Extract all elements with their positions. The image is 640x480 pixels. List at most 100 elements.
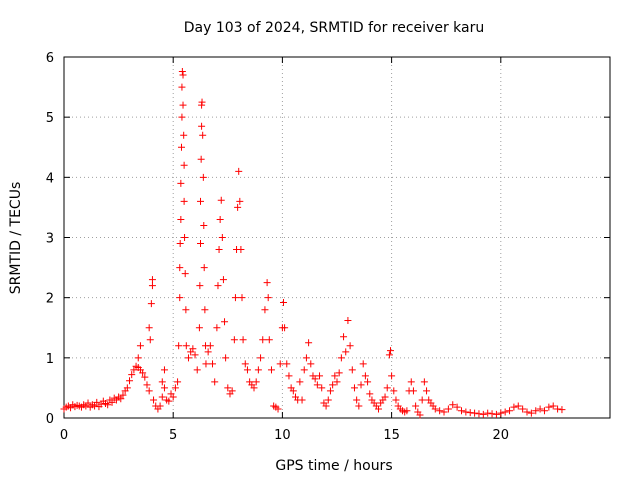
x-tick-label: 5 bbox=[169, 428, 177, 443]
data-point bbox=[215, 246, 223, 254]
data-point bbox=[93, 398, 101, 406]
data-point bbox=[177, 143, 185, 151]
y-axis-label: SRMTID / TECUs bbox=[8, 182, 24, 295]
data-point bbox=[279, 298, 287, 306]
data-point bbox=[558, 406, 566, 414]
data-point bbox=[178, 113, 186, 121]
data-point bbox=[182, 342, 190, 350]
data-point bbox=[340, 333, 348, 341]
data-point bbox=[283, 360, 291, 368]
data-point bbox=[329, 381, 337, 389]
data-point bbox=[527, 409, 535, 417]
data-point bbox=[383, 384, 391, 392]
data-point bbox=[298, 396, 306, 404]
data-point bbox=[119, 391, 127, 399]
data-point bbox=[221, 318, 229, 326]
data-point bbox=[335, 369, 343, 377]
data-point bbox=[219, 276, 227, 284]
data-point bbox=[237, 246, 245, 254]
chart-title: Day 103 of 2024, SRMTID for receiver kar… bbox=[184, 20, 484, 36]
x-axis-label: GPS time / hours bbox=[275, 458, 392, 474]
x-tick-label: 15 bbox=[383, 428, 400, 443]
data-point bbox=[202, 360, 210, 368]
data-point bbox=[333, 378, 341, 386]
data-point bbox=[322, 402, 330, 410]
data-point bbox=[361, 372, 369, 380]
data-point bbox=[197, 240, 204, 248]
data-point bbox=[466, 409, 474, 417]
data-point bbox=[289, 387, 297, 395]
data-point bbox=[199, 173, 207, 181]
data-point bbox=[145, 324, 153, 332]
data-point bbox=[324, 396, 332, 404]
data-point bbox=[523, 408, 531, 416]
data-point bbox=[519, 405, 527, 413]
data-point bbox=[179, 71, 187, 79]
data-point bbox=[243, 366, 251, 374]
data-point bbox=[177, 215, 185, 223]
data-point bbox=[126, 377, 134, 385]
data-point bbox=[199, 131, 207, 139]
data-point bbox=[350, 384, 358, 392]
data-point bbox=[216, 215, 224, 223]
data-point bbox=[252, 378, 260, 386]
data-point bbox=[353, 396, 361, 404]
data-point bbox=[364, 378, 372, 386]
data-point bbox=[444, 405, 452, 413]
data-point bbox=[218, 234, 226, 241]
data-point bbox=[171, 384, 179, 392]
data-point bbox=[545, 403, 553, 411]
x-tick-label: 0 bbox=[60, 428, 68, 443]
data-point bbox=[392, 396, 400, 404]
data-point bbox=[407, 378, 415, 386]
data-point bbox=[191, 351, 199, 359]
data-point bbox=[180, 197, 188, 205]
data-point bbox=[178, 67, 186, 75]
grid bbox=[64, 57, 610, 418]
y-tick-label: 2 bbox=[46, 292, 54, 307]
data-point bbox=[222, 354, 230, 362]
data-point bbox=[239, 336, 247, 344]
data-point bbox=[196, 282, 204, 290]
data-point bbox=[436, 407, 444, 415]
data-point bbox=[311, 375, 319, 383]
data-point bbox=[200, 221, 208, 229]
data-point bbox=[318, 384, 326, 392]
data-point bbox=[160, 366, 168, 374]
data-point bbox=[506, 407, 514, 415]
data-point bbox=[276, 360, 284, 368]
data-point bbox=[257, 354, 265, 362]
data-point bbox=[213, 324, 221, 332]
data-point bbox=[420, 378, 428, 386]
data-point bbox=[217, 196, 225, 204]
data-point bbox=[285, 372, 293, 380]
data-point bbox=[307, 360, 315, 368]
x-tick-label: 20 bbox=[493, 428, 510, 443]
data-point bbox=[475, 410, 483, 418]
data-point bbox=[431, 405, 439, 413]
data-point bbox=[540, 407, 548, 415]
data-point bbox=[316, 372, 324, 380]
data-point bbox=[150, 396, 158, 404]
data-point bbox=[130, 366, 138, 374]
data-point bbox=[497, 409, 505, 417]
data-point bbox=[484, 409, 492, 417]
data-point bbox=[264, 294, 272, 302]
data-point bbox=[179, 101, 187, 109]
data-point bbox=[250, 384, 258, 392]
data-point bbox=[313, 381, 321, 389]
data-point bbox=[510, 403, 518, 411]
data-point bbox=[501, 408, 509, 416]
y-tick-label: 6 bbox=[46, 51, 54, 66]
data-point bbox=[416, 411, 424, 419]
data-point bbox=[234, 203, 242, 211]
data-point bbox=[182, 306, 190, 314]
data-point bbox=[197, 155, 205, 163]
data-point bbox=[169, 393, 177, 401]
data-point bbox=[296, 378, 304, 386]
data-point bbox=[532, 407, 540, 415]
data-point bbox=[357, 381, 365, 389]
data-point bbox=[158, 393, 166, 401]
data-point bbox=[180, 131, 188, 139]
